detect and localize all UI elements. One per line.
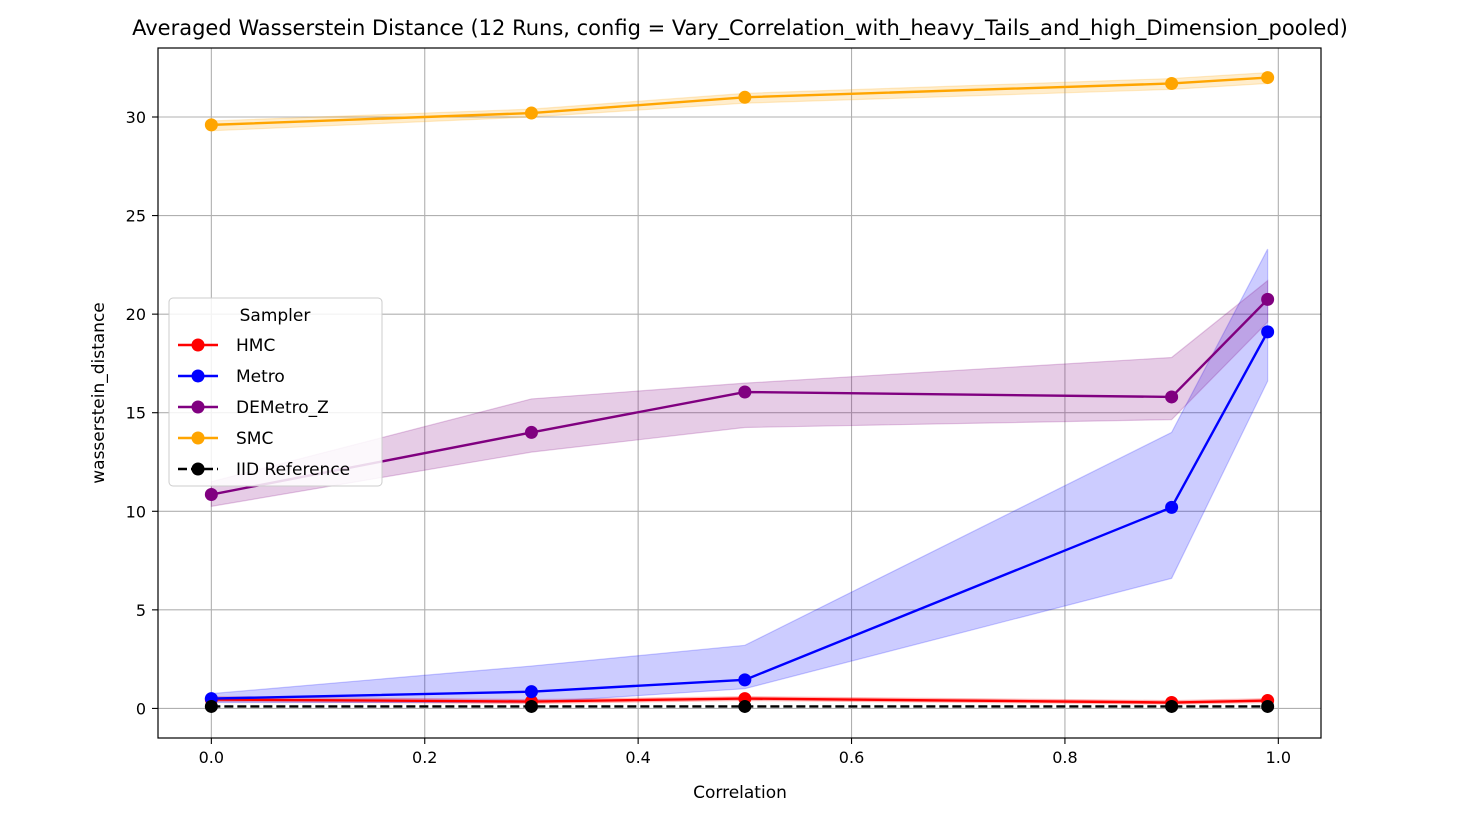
point-smc: [1261, 71, 1275, 85]
legend-items: HMC Metro DEMetro_Z SMC IID Reference: [178, 336, 350, 480]
y-tick-label: 5: [136, 601, 146, 620]
legend-marker: [191, 369, 205, 383]
point-smc: [1165, 76, 1179, 90]
point-iid-reference: [738, 699, 752, 713]
y-axis-ticks: 0 5 10 15 20 25 30: [126, 108, 158, 718]
legend-item-metro: Metro: [178, 367, 285, 387]
point-demetro-z: [1165, 390, 1179, 404]
point-iid-reference: [204, 699, 218, 713]
y-tick-label: 0: [136, 699, 146, 718]
point-demetro-z: [524, 425, 538, 439]
point-smc: [738, 90, 752, 104]
legend-marker: [191, 462, 205, 476]
point-iid-reference: [1261, 699, 1275, 713]
y-tick-label: 20: [126, 305, 146, 324]
legend-label: DEMetro_Z: [236, 398, 329, 418]
x-tick-label: 0.4: [625, 748, 650, 767]
legend: Sampler HMC Metro DEMetro_Z SMC IID Referenc…: [168, 297, 383, 487]
y-tick-label: 30: [126, 108, 146, 127]
legend-title: Sampler: [240, 306, 311, 326]
legend-marker: [191, 431, 205, 445]
point-metro: [738, 673, 752, 687]
legend-item-hmc: HMC: [178, 336, 275, 356]
legend-box: [168, 297, 383, 487]
band-metro: [210, 248, 1269, 704]
y-tick-label: 15: [126, 404, 146, 423]
y-axis-label: wasserstein_distance: [89, 302, 109, 484]
point-demetro-z: [204, 488, 218, 502]
x-tick-label: 1.0: [1266, 748, 1291, 767]
point-iid-reference: [524, 699, 538, 713]
x-tick-label: 0.0: [199, 748, 224, 767]
point-metro: [524, 685, 538, 699]
y-tick-label: 10: [126, 502, 146, 521]
band-smc: [210, 72, 1269, 132]
point-iid-reference: [1165, 699, 1179, 713]
point-metro: [1261, 325, 1275, 339]
x-tick-label: 0.2: [412, 748, 437, 767]
series-points: [204, 71, 1275, 713]
legend-label: SMC: [236, 429, 273, 449]
legend-marker: [191, 338, 205, 352]
point-demetro-z: [1261, 292, 1275, 306]
point-demetro-z: [738, 385, 752, 399]
x-tick-label: 0.8: [1052, 748, 1077, 767]
legend-item-demetro-z: DEMetro_Z: [178, 398, 329, 418]
point-metro: [1165, 500, 1179, 514]
legend-label: IID Reference: [236, 460, 350, 480]
point-smc: [204, 118, 218, 132]
point-smc: [524, 106, 538, 120]
x-axis-label: Correlation: [693, 783, 787, 803]
chart-title: Averaged Wasserstein Distance (12 Runs, …: [132, 16, 1348, 41]
x-axis-ticks: 0.0 0.2 0.4 0.6 0.8 1.0: [199, 738, 1291, 767]
plot-frame: [157, 47, 1322, 739]
legend-item-smc: SMC: [178, 429, 273, 449]
legend-label: Metro: [236, 367, 285, 387]
x-tick-label: 0.6: [839, 748, 864, 767]
legend-label: HMC: [236, 336, 275, 356]
y-tick-label: 25: [126, 207, 146, 226]
legend-item-iid-reference: IID Reference: [178, 460, 350, 480]
legend-marker: [191, 400, 205, 414]
